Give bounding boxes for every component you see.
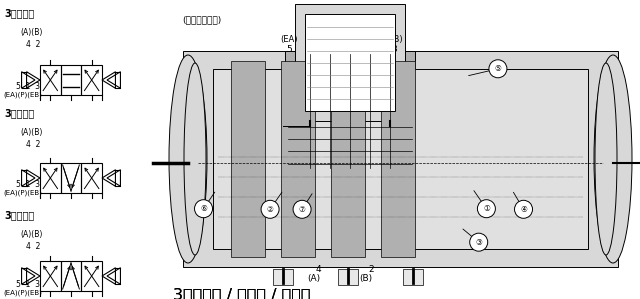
Text: 2: 2 — [369, 265, 374, 274]
Text: 5  1  3: 5 1 3 — [16, 280, 40, 289]
Text: (B): (B) — [360, 274, 372, 283]
Text: 4  2: 4 2 — [26, 242, 40, 251]
Text: 3位中封式: 3位中封式 — [4, 8, 35, 18]
Circle shape — [477, 200, 495, 218]
Text: 3位中泄式: 3位中泄式 — [4, 108, 35, 118]
Text: (A)(B): (A)(B) — [20, 230, 42, 239]
Ellipse shape — [594, 55, 632, 263]
Text: (EA)(P)(EB): (EA)(P)(EB) — [3, 92, 42, 98]
Text: 3位中压式: 3位中压式 — [4, 210, 35, 220]
Text: (EA)(P)(EB): (EA)(P)(EB) — [3, 290, 42, 297]
Bar — [40, 163, 61, 193]
Text: (A)(B): (A)(B) — [20, 28, 42, 37]
Bar — [81, 163, 102, 193]
Bar — [338, 269, 358, 285]
Text: 5  1  3: 5 1 3 — [16, 180, 40, 189]
Bar — [305, 14, 395, 111]
Bar — [281, 61, 315, 257]
Bar — [331, 61, 365, 257]
Text: (A)(B): (A)(B) — [20, 128, 42, 137]
Bar — [61, 261, 81, 291]
Bar — [273, 269, 293, 285]
Text: 3位中封式 / 中泄式 / 中压式: 3位中封式 / 中泄式 / 中压式 — [173, 287, 310, 299]
Text: (A): (A) — [307, 274, 320, 283]
Ellipse shape — [595, 63, 617, 255]
Bar — [183, 51, 618, 267]
Text: 3: 3 — [392, 45, 397, 54]
Text: ③: ③ — [476, 238, 482, 247]
Bar — [213, 69, 588, 249]
Bar — [231, 61, 265, 257]
Text: ②: ② — [267, 205, 273, 214]
Text: 4  2: 4 2 — [26, 140, 40, 149]
Text: (本图为中封式): (本图为中封式) — [182, 16, 221, 25]
Bar — [61, 65, 81, 95]
Text: 5  1  3: 5 1 3 — [16, 82, 40, 91]
Text: (EB): (EB) — [385, 35, 403, 44]
Bar — [40, 65, 61, 95]
Text: (P): (P) — [336, 35, 348, 44]
Text: (EA): (EA) — [280, 35, 298, 44]
Text: ④: ④ — [520, 205, 527, 214]
Circle shape — [489, 60, 507, 78]
Circle shape — [515, 200, 532, 218]
Text: 1: 1 — [339, 45, 344, 54]
Text: 4  2: 4 2 — [26, 40, 40, 49]
Text: 5: 5 — [287, 45, 292, 54]
Bar — [40, 261, 61, 291]
Bar — [285, 51, 415, 171]
Text: ⑦: ⑦ — [299, 205, 305, 214]
Circle shape — [293, 200, 311, 218]
Text: ①: ① — [483, 204, 490, 213]
Text: 3位中封式 / 中泄式 / 中压式: 3位中封式 / 中泄式 / 中压式 — [173, 287, 310, 299]
Bar — [403, 269, 423, 285]
Bar — [81, 261, 102, 291]
Circle shape — [470, 233, 488, 251]
Text: ⑥: ⑥ — [200, 204, 207, 213]
Bar — [61, 163, 81, 193]
Text: (EA)(P)(EB): (EA)(P)(EB) — [3, 190, 42, 196]
Bar — [81, 65, 102, 95]
Circle shape — [195, 200, 212, 218]
Ellipse shape — [184, 63, 206, 255]
Ellipse shape — [169, 55, 207, 263]
Text: ⑤: ⑤ — [495, 64, 501, 73]
Circle shape — [261, 200, 279, 218]
Bar — [295, 4, 405, 121]
Text: 4: 4 — [316, 265, 321, 274]
Bar — [381, 61, 415, 257]
